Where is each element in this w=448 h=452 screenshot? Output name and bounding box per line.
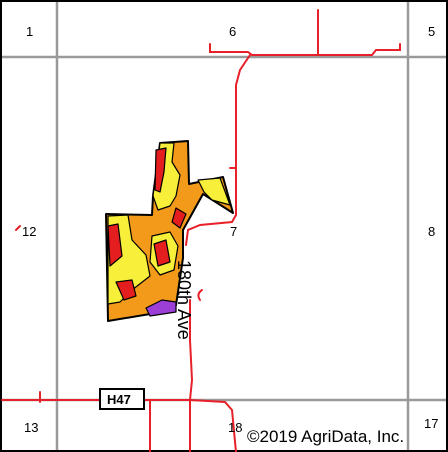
highway-label: H47 — [107, 392, 131, 407]
section-number-18: 18 — [228, 420, 242, 435]
zone-red-center — [153, 239, 171, 267]
road-squiggle — [197, 289, 203, 301]
section-number-17: 17 — [424, 416, 438, 431]
road-label-180th-ave: 180th Ave — [174, 260, 194, 340]
road-180th-south — [189, 299, 194, 452]
section-number-1: 1 — [26, 24, 33, 39]
section-number-5: 5 — [428, 24, 435, 39]
zone-red-south — [115, 279, 137, 301]
road-spur-east — [229, 149, 237, 169]
road-12-tick — [15, 225, 21, 231]
zone-red-west — [107, 223, 123, 267]
road-top-right — [317, 43, 401, 56]
road-branch-west — [185, 214, 237, 246]
section-number-13: 13 — [24, 420, 38, 435]
roads — [1, 9, 401, 452]
copyright-notice: ©2019 AgriData, Inc. — [247, 427, 404, 446]
section-number-8: 8 — [428, 224, 435, 239]
section-number-7: 7 — [230, 224, 237, 239]
section-labels: 1 6 5 12 7 8 13 18 17 — [22, 24, 438, 435]
road-vertical-north — [235, 54, 251, 216]
road-top-hook — [209, 9, 319, 56]
section-number-12: 12 — [22, 224, 36, 239]
zone-purple — [145, 299, 177, 317]
zone-yellow-east — [197, 177, 231, 206]
section-number-6: 6 — [229, 24, 236, 39]
zone-red-north — [154, 147, 167, 193]
highway-shield-h47: H47 — [99, 388, 145, 410]
zone-red-mid — [171, 207, 187, 229]
field-zones[interactable] — [105, 140, 234, 322]
